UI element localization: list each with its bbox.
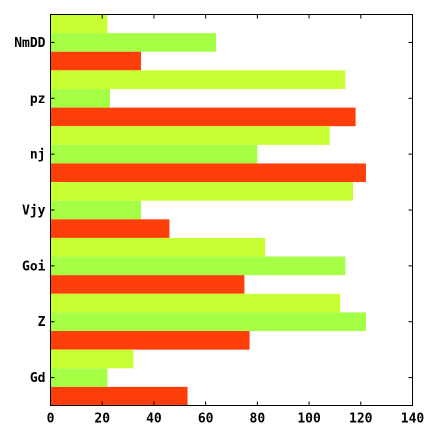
x-tick-label: 20 [94, 412, 110, 427]
bars-layer [50, 14, 366, 406]
y-tick-label: Z [38, 315, 46, 330]
x-tick-label: 100 [297, 412, 321, 427]
bar-Vjy-series-1 [50, 182, 354, 201]
bar-Vjy-series-3 [50, 219, 170, 238]
bar-nj-series-3 [50, 163, 366, 183]
ticks-layer: NmDD pz nj Vjy Goi Z Gd 0 20 40 60 80 100 120 140 [14, 14, 425, 427]
bar-pz-series-3 [50, 107, 356, 127]
bar-Vjy-series-2 [50, 200, 141, 220]
x-tick-label: 80 [250, 412, 266, 427]
bar-NmDD-series-2 [50, 33, 216, 52]
y-tick-label: Vjy [22, 204, 46, 219]
bar-NmDD-series-1 [50, 14, 108, 34]
bar-NmDD-series-3 [50, 51, 141, 71]
bar-nj-series-1 [50, 126, 330, 145]
bar-pz-series-2 [50, 88, 110, 108]
x-tick-label: 40 [146, 412, 162, 427]
bar-Gd-series-1 [50, 349, 134, 369]
x-tick-label: 60 [198, 412, 214, 427]
bar-Gd-series-2 [50, 368, 108, 387]
y-tick-label: NmDD [14, 36, 45, 51]
bar-Gd-series-3 [50, 386, 188, 406]
bar-nj-series-2 [50, 144, 258, 164]
bar-Goi-series-3 [50, 275, 245, 294]
bar-Z-series-1 [50, 293, 341, 313]
x-tick-label: 120 [349, 412, 373, 427]
y-tick-label: pz [30, 92, 46, 107]
bar-Goi-series-1 [50, 237, 266, 257]
y-tick-label: Gd [30, 371, 46, 386]
y-tick-label: Goi [22, 259, 46, 274]
bar-pz-series-1 [50, 70, 346, 89]
y-tick-label: nj [30, 148, 46, 163]
x-tick-label: 0 [47, 412, 55, 427]
x-tick-label: 140 [401, 412, 425, 427]
bar-Z-series-2 [50, 312, 366, 332]
bar-Goi-series-2 [50, 256, 346, 276]
bar-Z-series-3 [50, 331, 250, 350]
